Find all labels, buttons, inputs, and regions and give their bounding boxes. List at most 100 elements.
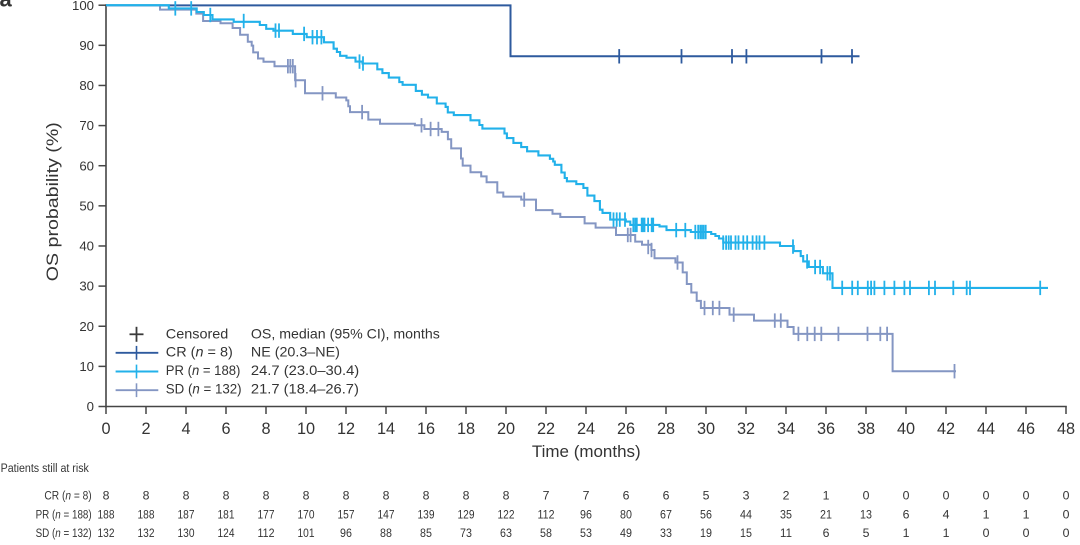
- svg-text:0: 0: [903, 488, 910, 502]
- svg-text:80: 80: [620, 507, 632, 521]
- svg-text:6: 6: [623, 488, 630, 502]
- svg-text:63: 63: [500, 526, 512, 540]
- svg-text:6: 6: [903, 507, 910, 521]
- svg-text:10: 10: [297, 420, 315, 438]
- svg-text:14: 14: [377, 420, 395, 438]
- svg-text:60: 60: [79, 158, 94, 173]
- svg-text:188: 188: [138, 507, 155, 521]
- svg-text:0: 0: [983, 526, 990, 540]
- svg-text:CR (n = 8): CR (n = 8): [44, 488, 91, 502]
- svg-text:Time (months): Time (months): [532, 443, 641, 461]
- svg-text:35: 35: [780, 507, 792, 521]
- svg-text:0: 0: [983, 488, 990, 502]
- svg-text:0: 0: [1063, 507, 1070, 521]
- svg-text:PR (n = 188): PR (n = 188): [36, 507, 92, 521]
- svg-text:0: 0: [943, 488, 950, 502]
- svg-text:112: 112: [538, 507, 555, 521]
- svg-text:11: 11: [780, 526, 792, 540]
- svg-text:122: 122: [498, 507, 515, 521]
- svg-text:177: 177: [258, 507, 275, 521]
- svg-text:0: 0: [1063, 488, 1070, 502]
- svg-text:Patients still at risk: Patients still at risk: [1, 461, 90, 475]
- svg-text:6: 6: [823, 526, 830, 540]
- svg-text:8: 8: [423, 488, 430, 502]
- svg-text:28: 28: [657, 420, 675, 438]
- svg-text:6: 6: [663, 488, 670, 502]
- svg-text:26: 26: [617, 420, 635, 438]
- svg-text:8: 8: [383, 488, 390, 502]
- svg-text:8: 8: [143, 488, 150, 502]
- svg-text:5: 5: [863, 526, 870, 540]
- svg-text:32: 32: [737, 420, 755, 438]
- svg-text:8: 8: [183, 488, 190, 502]
- svg-text:44: 44: [977, 420, 995, 438]
- svg-text:0: 0: [1023, 526, 1030, 540]
- svg-text:56: 56: [700, 507, 712, 521]
- svg-text:132: 132: [138, 526, 155, 540]
- svg-text:a: a: [0, 0, 13, 12]
- svg-text:7: 7: [583, 488, 590, 502]
- svg-text:85: 85: [420, 526, 432, 540]
- svg-text:70: 70: [79, 118, 94, 133]
- svg-text:139: 139: [418, 507, 435, 521]
- svg-text:36: 36: [817, 420, 835, 438]
- svg-text:58: 58: [540, 526, 552, 540]
- svg-text:OS, median (95% CI), months: OS, median (95% CI), months: [251, 325, 440, 341]
- svg-text:80: 80: [79, 78, 94, 93]
- svg-text:0: 0: [1023, 488, 1030, 502]
- svg-text:20: 20: [497, 420, 515, 438]
- svg-text:50: 50: [79, 198, 94, 213]
- svg-text:PR (n = 188): PR (n = 188): [166, 362, 241, 378]
- svg-text:112: 112: [258, 526, 275, 540]
- svg-text:46: 46: [1017, 420, 1035, 438]
- svg-text:124: 124: [218, 526, 235, 540]
- svg-text:1: 1: [983, 507, 990, 521]
- svg-text:24.7 (23.0–30.4): 24.7 (23.0–30.4): [251, 362, 359, 378]
- svg-text:53: 53: [580, 526, 592, 540]
- svg-text:34: 34: [777, 420, 795, 438]
- svg-text:1: 1: [823, 488, 830, 502]
- svg-text:CR (n = 8): CR (n = 8): [166, 343, 233, 359]
- svg-text:40: 40: [79, 239, 94, 254]
- svg-text:132: 132: [98, 526, 115, 540]
- svg-text:8: 8: [343, 488, 350, 502]
- svg-text:SD (n = 132): SD (n = 132): [36, 526, 92, 540]
- svg-text:8: 8: [303, 488, 310, 502]
- svg-text:33: 33: [660, 526, 672, 540]
- svg-text:13: 13: [860, 507, 872, 521]
- svg-text:8: 8: [263, 488, 270, 502]
- svg-text:22: 22: [537, 420, 555, 438]
- svg-text:0: 0: [101, 420, 110, 438]
- svg-text:3: 3: [743, 488, 750, 502]
- svg-text:48: 48: [1057, 420, 1075, 438]
- svg-text:21: 21: [820, 507, 832, 521]
- svg-text:0: 0: [863, 488, 870, 502]
- svg-text:1: 1: [1023, 507, 1030, 521]
- svg-text:101: 101: [298, 526, 315, 540]
- svg-text:30: 30: [697, 420, 715, 438]
- svg-text:44: 44: [740, 507, 752, 521]
- svg-text:16: 16: [417, 420, 435, 438]
- svg-text:90: 90: [79, 38, 94, 53]
- svg-text:12: 12: [337, 420, 355, 438]
- svg-text:0: 0: [87, 399, 94, 414]
- svg-text:130: 130: [178, 526, 195, 540]
- svg-text:Censored: Censored: [166, 325, 229, 341]
- svg-text:2: 2: [141, 420, 150, 438]
- svg-text:188: 188: [98, 507, 115, 521]
- svg-text:67: 67: [660, 507, 672, 521]
- svg-text:170: 170: [298, 507, 315, 521]
- svg-text:1: 1: [943, 526, 950, 540]
- svg-text:15: 15: [740, 526, 752, 540]
- svg-text:24: 24: [577, 420, 595, 438]
- svg-text:20: 20: [79, 319, 94, 334]
- svg-text:8: 8: [503, 488, 510, 502]
- svg-text:5: 5: [703, 488, 710, 502]
- svg-text:8: 8: [223, 488, 230, 502]
- svg-text:10: 10: [79, 359, 94, 374]
- svg-text:181: 181: [218, 507, 235, 521]
- svg-text:129: 129: [458, 507, 475, 521]
- svg-text:100: 100: [72, 0, 94, 13]
- svg-text:4: 4: [943, 507, 950, 521]
- svg-text:2: 2: [783, 488, 790, 502]
